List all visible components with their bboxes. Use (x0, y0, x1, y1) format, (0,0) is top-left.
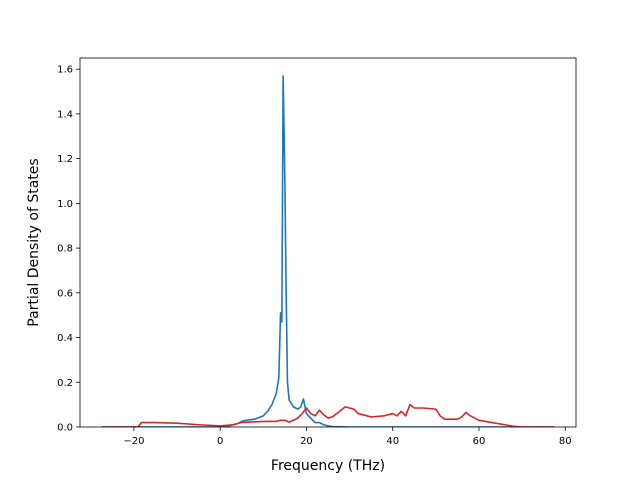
series-line-2 (101, 403, 555, 427)
y-tick-label: 1.6 (57, 65, 73, 76)
x-axis: −20 0 20 40 60 80 (123, 427, 572, 447)
x-tick-label: 0 (217, 436, 223, 447)
x-tick-label: 20 (300, 436, 313, 447)
x-tick-label: 80 (559, 436, 572, 447)
y-tick-label: 1.0 (57, 199, 73, 210)
y-tick-label: 0.6 (57, 288, 73, 299)
y-tick-label: 0.0 (57, 423, 73, 434)
x-tick-label: 60 (473, 436, 486, 447)
y-tick-label: 0.4 (57, 333, 73, 344)
series-line-1 (101, 75, 555, 427)
plot-frame (79, 57, 577, 428)
y-axis-label: Partial Density of States (26, 158, 42, 326)
plot-area (101, 75, 555, 427)
x-tick-label: 40 (386, 436, 399, 447)
y-tick-label: 0.8 (57, 244, 73, 255)
y-tick-label: 1.2 (57, 154, 73, 165)
y-tick-label: 0.2 (57, 378, 73, 389)
y-axis: 0.0 0.2 0.4 0.6 0.8 1.0 1.2 1.4 1.6 (57, 65, 80, 434)
x-axis-label: Frequency (THz) (271, 458, 385, 474)
x-tick-label: −20 (123, 436, 144, 447)
y-tick-label: 1.4 (57, 109, 73, 120)
